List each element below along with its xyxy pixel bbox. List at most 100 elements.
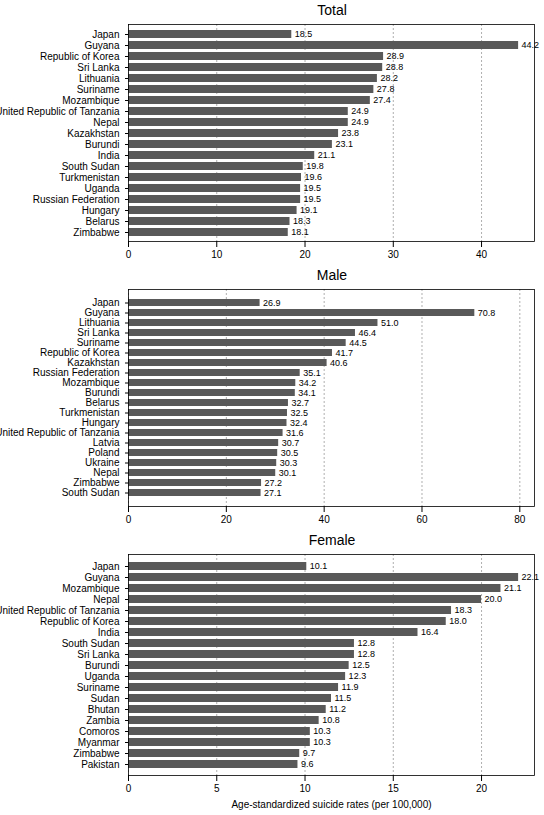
- svg-text:12.8: 12.8: [357, 649, 375, 659]
- svg-text:9.6: 9.6: [301, 759, 314, 769]
- svg-text:South Sudan: South Sudan: [62, 638, 120, 649]
- svg-text:Zambia: Zambia: [86, 715, 120, 726]
- svg-text:19.1: 19.1: [300, 205, 318, 215]
- svg-text:21.1: 21.1: [318, 150, 336, 160]
- svg-text:11.5: 11.5: [335, 693, 352, 703]
- svg-text:11.2: 11.2: [329, 704, 346, 714]
- svg-text:40.6: 40.6: [330, 358, 348, 368]
- svg-text:Kazakhstan: Kazakhstan: [67, 128, 119, 139]
- svg-text:22.1: 22.1: [522, 572, 540, 582]
- svg-text:Zimbabwe: Zimbabwe: [73, 748, 120, 759]
- svg-text:11.9: 11.9: [342, 682, 359, 692]
- svg-text:10.8: 10.8: [322, 715, 340, 725]
- svg-text:41.7: 41.7: [335, 348, 353, 358]
- svg-text:12.8: 12.8: [357, 638, 375, 648]
- svg-text:80: 80: [514, 514, 526, 525]
- svg-text:32.4: 32.4: [290, 418, 308, 428]
- svg-text:Zimbabwe: Zimbabwe: [73, 227, 120, 238]
- svg-text:10: 10: [211, 249, 223, 260]
- svg-text:20.0: 20.0: [485, 594, 503, 604]
- svg-text:30.3: 30.3: [280, 458, 298, 468]
- svg-text:20: 20: [221, 514, 233, 525]
- svg-text:19.6: 19.6: [304, 172, 322, 182]
- svg-text:44.5: 44.5: [349, 338, 367, 348]
- svg-text:12.3: 12.3: [349, 671, 367, 681]
- svg-text:Bhutan: Bhutan: [88, 704, 120, 715]
- svg-text:18.5: 18.5: [295, 29, 313, 39]
- svg-text:40: 40: [476, 249, 488, 260]
- svg-text:Nepal: Nepal: [93, 117, 119, 128]
- svg-text:South Sudan: South Sudan: [62, 161, 120, 172]
- svg-text:35.1: 35.1: [303, 368, 321, 378]
- svg-text:Mozambique: Mozambique: [62, 95, 120, 106]
- svg-text:44.2: 44.2: [522, 40, 540, 50]
- svg-text:40: 40: [319, 514, 331, 525]
- svg-text:9.7: 9.7: [303, 748, 316, 758]
- svg-text:23.8: 23.8: [342, 128, 360, 138]
- svg-text:Pakistan: Pakistan: [81, 759, 119, 770]
- svg-text:19.8: 19.8: [306, 161, 324, 171]
- svg-text:70.8: 70.8: [478, 308, 496, 318]
- svg-text:30: 30: [388, 249, 400, 260]
- svg-text:Mozambique: Mozambique: [62, 583, 120, 594]
- svg-text:Age-standardized suicide rates: Age-standardized suicide rates (per 100,…: [231, 799, 431, 810]
- svg-text:India: India: [98, 627, 120, 638]
- svg-text:Republic of Korea: Republic of Korea: [40, 51, 120, 62]
- svg-text:10.1: 10.1: [310, 561, 328, 571]
- svg-text:Sri Lanka: Sri Lanka: [77, 649, 120, 660]
- svg-text:Russian Federation: Russian Federation: [33, 194, 120, 205]
- svg-text:18.1: 18.1: [291, 227, 309, 237]
- svg-text:United Republic of Tanzania: United Republic of Tanzania: [0, 106, 120, 117]
- svg-text:Suriname: Suriname: [77, 84, 120, 95]
- svg-text:16.4: 16.4: [421, 627, 439, 637]
- svg-text:26.9: 26.9: [263, 298, 281, 308]
- svg-text:10: 10: [299, 783, 311, 794]
- svg-text:27.4: 27.4: [373, 95, 391, 105]
- svg-text:Belarus: Belarus: [86, 216, 120, 227]
- svg-text:18.3: 18.3: [455, 605, 473, 615]
- svg-text:Nepal: Nepal: [93, 594, 119, 605]
- svg-text:18.3: 18.3: [293, 216, 311, 226]
- svg-text:12.5: 12.5: [352, 660, 370, 670]
- svg-text:10.3: 10.3: [313, 737, 331, 747]
- svg-text:Hungary: Hungary: [82, 205, 120, 216]
- svg-text:18.0: 18.0: [449, 616, 467, 626]
- svg-text:Suriname: Suriname: [77, 682, 120, 693]
- svg-text:28.9: 28.9: [387, 51, 405, 61]
- svg-text:South Sudan: South Sudan: [62, 487, 120, 498]
- svg-text:10.3: 10.3: [313, 726, 331, 736]
- svg-text:24.9: 24.9: [351, 117, 369, 127]
- svg-text:34.2: 34.2: [299, 378, 317, 388]
- svg-text:24.9: 24.9: [351, 106, 369, 116]
- svg-text:30.5: 30.5: [281, 448, 299, 458]
- svg-text:34.1: 34.1: [298, 388, 316, 398]
- svg-text:0: 0: [126, 249, 132, 260]
- svg-text:60: 60: [416, 514, 428, 525]
- svg-text:27.8: 27.8: [377, 84, 395, 94]
- svg-text:Turkmenistan: Turkmenistan: [59, 172, 119, 183]
- svg-text:30.1: 30.1: [279, 468, 297, 478]
- svg-text:Uganda: Uganda: [84, 671, 119, 682]
- svg-text:Comoros: Comoros: [79, 726, 120, 737]
- svg-text:Burundi: Burundi: [85, 660, 119, 671]
- svg-text:Myanmar: Myanmar: [78, 737, 120, 748]
- svg-text:20: 20: [299, 249, 311, 260]
- svg-text:15: 15: [388, 783, 400, 794]
- svg-text:Lithuania: Lithuania: [79, 73, 120, 84]
- svg-text:Sudan: Sudan: [91, 693, 120, 704]
- svg-text:19.5: 19.5: [304, 183, 322, 193]
- svg-text:India: India: [98, 150, 120, 161]
- svg-text:21.1: 21.1: [504, 583, 522, 593]
- svg-text:28.8: 28.8: [386, 62, 404, 72]
- svg-text:51.0: 51.0: [381, 318, 399, 328]
- svg-text:United Republic of Tanzania: United Republic of Tanzania: [0, 605, 120, 616]
- svg-text:32.7: 32.7: [291, 398, 309, 408]
- svg-text:0: 0: [126, 514, 132, 525]
- svg-text:Japan: Japan: [92, 29, 119, 40]
- svg-text:31.6: 31.6: [286, 428, 304, 438]
- svg-text:Guyana: Guyana: [84, 40, 119, 51]
- svg-text:46.4: 46.4: [358, 328, 376, 338]
- svg-text:Uganda: Uganda: [84, 183, 119, 194]
- svg-text:Republic of Korea: Republic of Korea: [40, 616, 120, 627]
- svg-text:5: 5: [214, 783, 220, 794]
